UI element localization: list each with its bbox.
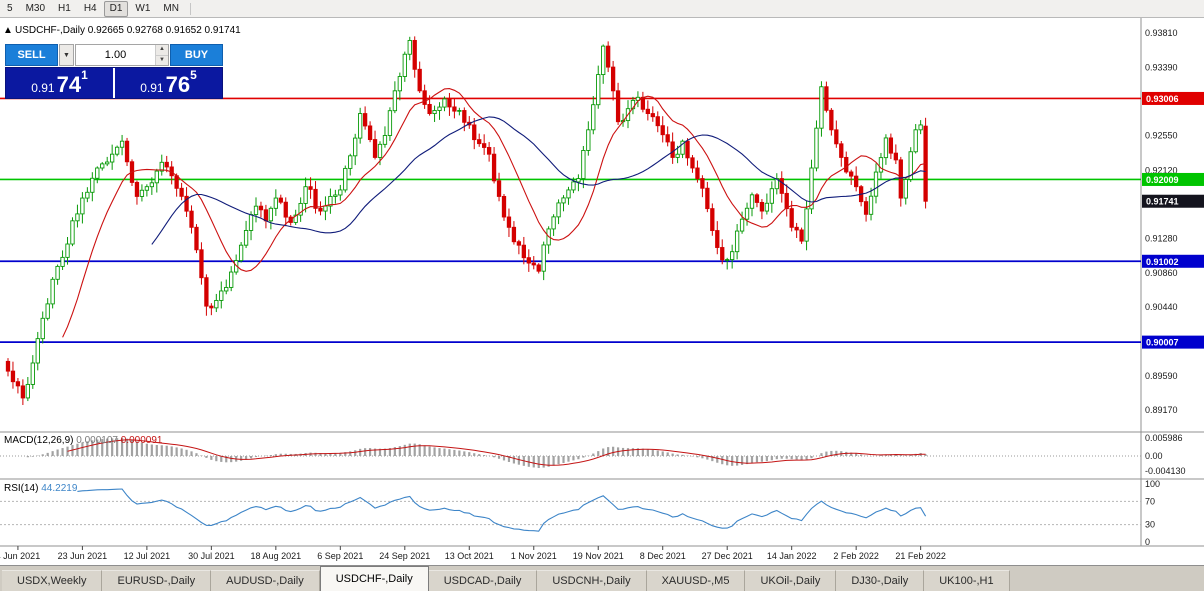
- svg-text:0.89590: 0.89590: [1145, 371, 1178, 381]
- svg-text:27 Dec 2021: 27 Dec 2021: [702, 551, 753, 561]
- trade-controls-row: SELL ▼ ▲ ▼ BUY: [5, 44, 223, 66]
- svg-text:30 Jul 2021: 30 Jul 2021: [188, 551, 235, 561]
- svg-text:23 Jun 2021: 23 Jun 2021: [58, 551, 108, 561]
- svg-text:0.92120: 0.92120: [1145, 165, 1178, 175]
- tab-uk100-h1[interactable]: UK100-,H1: [924, 570, 1010, 591]
- moving-average-30: [151, 116, 926, 245]
- svg-text:0.91741: 0.91741: [1146, 197, 1179, 207]
- one-click-trading-panel: SELL ▼ ▲ ▼ BUY 0.91 74 1 0.91 76: [5, 44, 223, 99]
- svg-text:24 Sep 2021: 24 Sep 2021: [379, 551, 430, 561]
- svg-text:21 Feb 2022: 21 Feb 2022: [895, 551, 946, 561]
- timeframe-h4[interactable]: H4: [83, 2, 97, 14]
- svg-text:0.92550: 0.92550: [1145, 131, 1178, 141]
- chevron-down-icon: ▼: [63, 51, 70, 59]
- chart-tabs-bar: USDX,Weekly EURUSD-,Daily AUDUSD-,Daily USD…: [0, 565, 1204, 591]
- toolbar-divider: [189, 2, 191, 15]
- trade-prices-row: 0.91 74 1 0.91 76 5: [5, 67, 223, 99]
- svg-text:19 Nov 2021: 19 Nov 2021: [573, 551, 624, 561]
- volume-input[interactable]: [76, 45, 155, 65]
- date-axis: 4 Jun 2021 23 Jun 2021 12 Jul 2021 30 Jul 2…: [0, 546, 946, 561]
- timeframe-toolbar: 5 M30 H1 H4 D1 W1 MN: [0, 0, 1204, 18]
- svg-text:-0.004130: -0.004130: [1145, 466, 1186, 476]
- svg-text:0.93390: 0.93390: [1145, 62, 1178, 72]
- svg-text:8 Dec 2021: 8 Dec 2021: [640, 551, 686, 561]
- candles-layer: [5, 36, 928, 405]
- sell-button[interactable]: SELL: [5, 44, 58, 66]
- tab-usdx-weekly[interactable]: USDX,Weekly: [2, 570, 103, 591]
- svg-text:0.91280: 0.91280: [1145, 234, 1178, 244]
- svg-text:0.92009: 0.92009: [1146, 175, 1179, 185]
- svg-text:0.90860: 0.90860: [1145, 268, 1178, 278]
- tab-eurusd-daily[interactable]: EURUSD-,Daily: [102, 570, 212, 591]
- bid-price[interactable]: 0.91 74 1: [6, 68, 115, 98]
- chevron-up-icon: ▲: [159, 46, 165, 53]
- moving-average-12: [62, 88, 926, 338]
- tab-dj30-daily[interactable]: DJ30-,Daily: [836, 570, 925, 591]
- svg-text:0.93006: 0.93006: [1146, 94, 1179, 104]
- horizontal-lines: [0, 97, 1141, 344]
- chevron-down-icon: ▼: [159, 56, 165, 63]
- price-tags: 0.93006 0.92009 0.91002 0.90007 0.91741: [1142, 91, 1204, 349]
- svg-text:0: 0: [1145, 537, 1150, 547]
- ask-main: 76: [165, 72, 191, 97]
- chart-expand-icon[interactable]: ▲: [3, 25, 13, 36]
- ask-pip: 5: [190, 68, 197, 82]
- ask-prefix: 0.91: [140, 81, 164, 95]
- bid-main: 74: [56, 72, 82, 97]
- svg-text:4 Jun 2021: 4 Jun 2021: [0, 551, 40, 561]
- timeframe-mn[interactable]: MN: [163, 2, 179, 14]
- tab-ukoil-daily[interactable]: UKOil-,Daily: [745, 570, 837, 591]
- svg-text:1 Nov 2021: 1 Nov 2021: [511, 551, 557, 561]
- svg-text:0.005986: 0.005986: [1145, 433, 1183, 443]
- macd-histogram: [26, 438, 927, 469]
- volume-decrement-button[interactable]: ▼: [156, 55, 168, 65]
- svg-text:14 Jan 2022: 14 Jan 2022: [767, 551, 817, 561]
- rsi-axis-labels: 100 70 30 0: [1145, 479, 1160, 547]
- svg-text:100: 100: [1145, 479, 1160, 489]
- bid-prefix: 0.91: [31, 81, 55, 95]
- svg-text:USDCHF-,Daily 0.92665 0.92768: USDCHF-,Daily 0.92665 0.92768 0.91652 0.…: [15, 25, 241, 36]
- buy-button[interactable]: BUY: [170, 44, 223, 66]
- tab-usdchf-daily[interactable]: USDCHF-,Daily: [319, 566, 429, 591]
- price-chart[interactable]: 0.93810 0.93390 0.92550 0.92120 0.91280 0.908…: [0, 18, 1204, 565]
- tab-xauusd-m5[interactable]: XAUUSD-,M5: [646, 570, 746, 591]
- svg-text:0.00: 0.00: [1145, 451, 1163, 461]
- rsi-header: RSI(14) 44.2219: [4, 483, 78, 494]
- svg-text:0.93810: 0.93810: [1145, 28, 1178, 38]
- price-axis-labels: 0.93810 0.93390 0.92550 0.92120 0.91280 0.908…: [1145, 28, 1178, 415]
- timeframe-w1[interactable]: W1: [135, 2, 151, 14]
- tab-usdcnh-daily[interactable]: USDCNH-,Daily: [537, 570, 647, 591]
- svg-text:0.90440: 0.90440: [1145, 302, 1178, 312]
- rsi-line: [77, 488, 927, 532]
- timeframe-d1[interactable]: D1: [103, 0, 129, 17]
- svg-text:▲: ▲: [3, 25, 13, 36]
- svg-text:0.91002: 0.91002: [1146, 257, 1179, 267]
- svg-text:12 Jul 2021: 12 Jul 2021: [124, 551, 171, 561]
- svg-text:30: 30: [1145, 520, 1155, 530]
- svg-text:0.89170: 0.89170: [1145, 405, 1178, 415]
- svg-text:70: 70: [1145, 496, 1155, 506]
- macd-signal-line: [67, 439, 926, 466]
- svg-text:13 Oct 2021: 13 Oct 2021: [445, 551, 494, 561]
- ask-price[interactable]: 0.91 76 5: [115, 68, 222, 98]
- volume-stepper: ▲ ▼: [155, 45, 168, 65]
- svg-text:0.90007: 0.90007: [1146, 338, 1179, 348]
- bid-pip: 1: [81, 68, 88, 82]
- timeframe-h1[interactable]: H1: [58, 2, 71, 14]
- timeframe-5[interactable]: 5: [7, 2, 13, 14]
- volume-increment-button[interactable]: ▲: [156, 45, 168, 56]
- svg-text:6 Sep 2021: 6 Sep 2021: [317, 551, 363, 561]
- svg-text:2 Feb 2022: 2 Feb 2022: [833, 551, 879, 561]
- macd-header: MACD(12,26,9) 0.000107 0.000091: [4, 435, 163, 446]
- volume-field: ▲ ▼: [75, 44, 169, 66]
- svg-text:18 Aug 2021: 18 Aug 2021: [251, 551, 302, 561]
- tab-audusd-daily[interactable]: AUDUSD-,Daily: [211, 570, 320, 591]
- chart-ohlc-header: USDCHF-,Daily 0.92665 0.92768 0.91652 0.…: [15, 25, 241, 36]
- macd-axis-labels: 0.005986 0.00 -0.004130: [1145, 433, 1186, 476]
- volume-dropdown-button[interactable]: ▼: [59, 44, 74, 66]
- timeframe-m30[interactable]: M30: [25, 2, 46, 14]
- tab-usdcad-daily[interactable]: USDCAD-,Daily: [428, 570, 538, 591]
